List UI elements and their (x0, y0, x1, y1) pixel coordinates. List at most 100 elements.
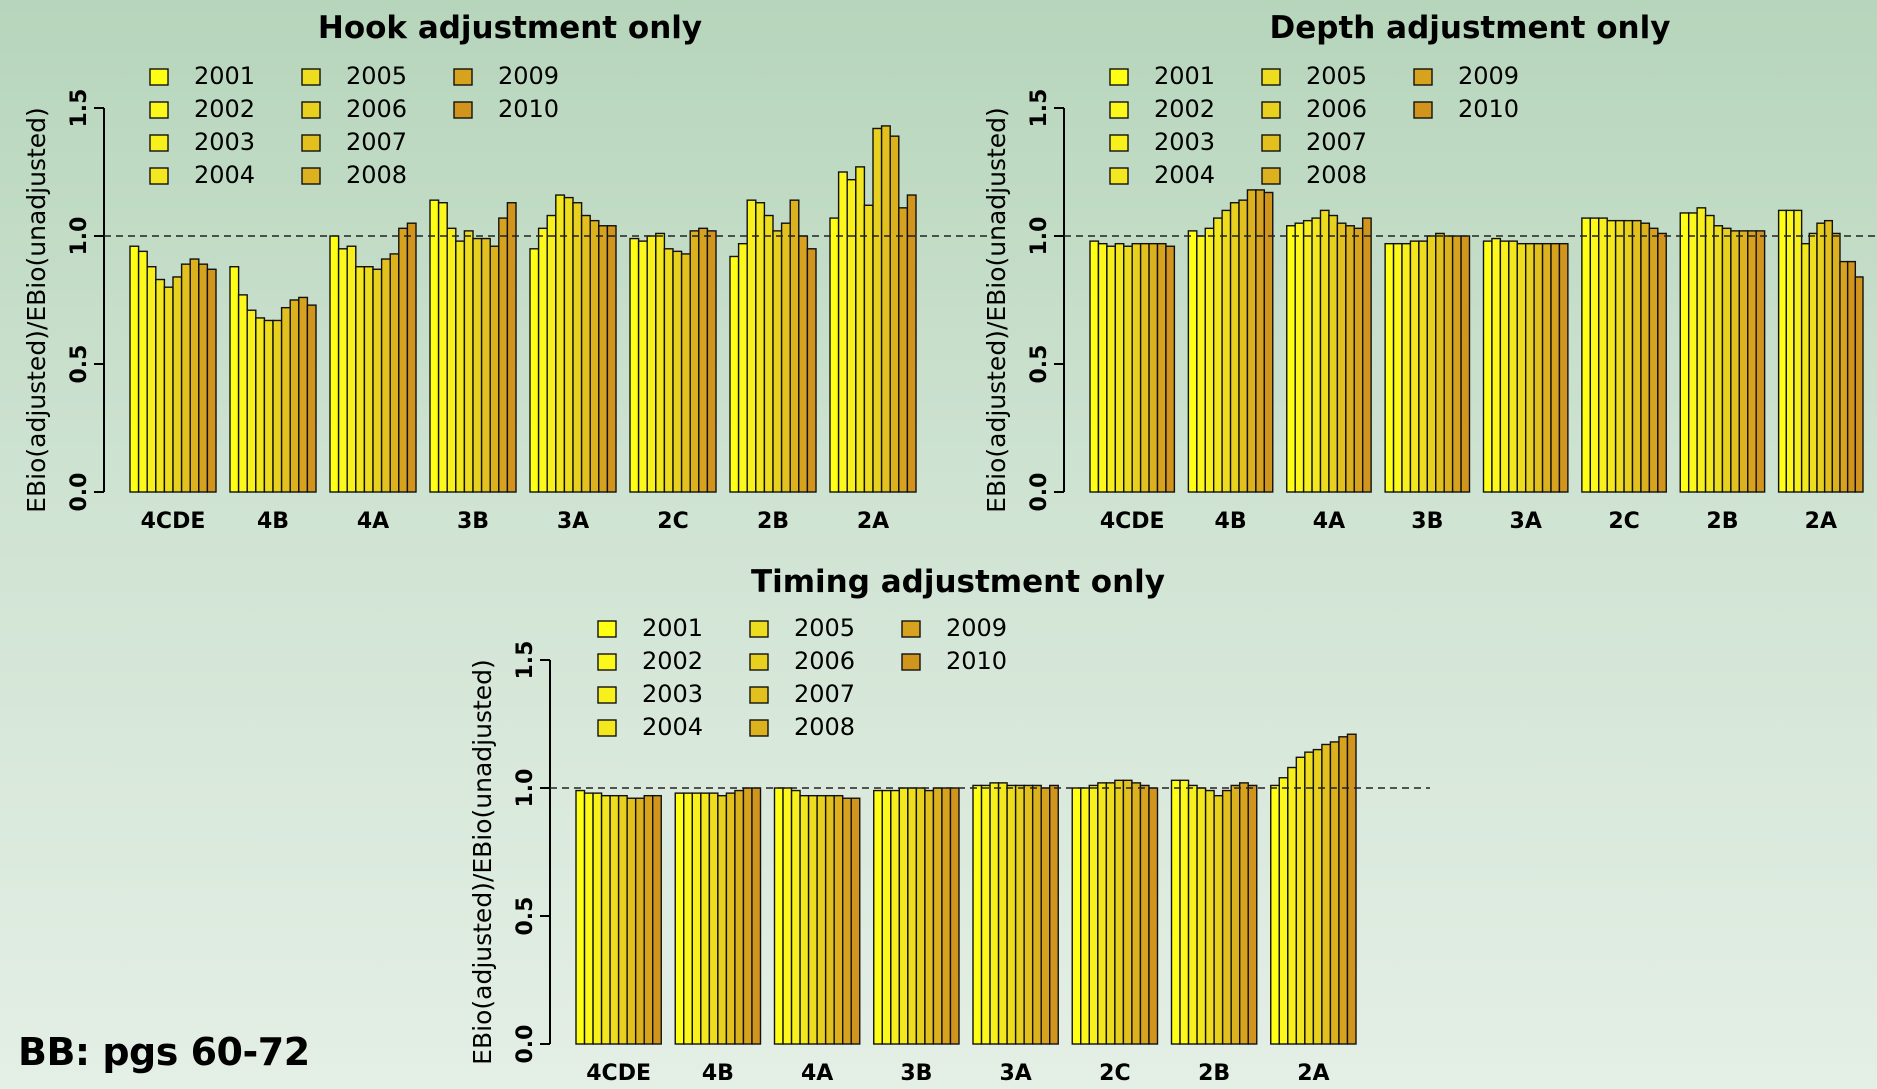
bar (1384, 242, 1395, 493)
bar (617, 794, 628, 1045)
legend-label: 2007 (1306, 128, 1367, 156)
bar (1713, 225, 1724, 493)
legend-swatch (597, 620, 617, 638)
bar (746, 199, 757, 493)
bar (1679, 212, 1690, 493)
x-category-label: 4CDE (1100, 509, 1165, 534)
bar (1345, 225, 1355, 493)
legend-label: 2007 (794, 680, 855, 708)
bar (355, 266, 366, 493)
bar (1148, 242, 1159, 493)
bar (915, 787, 926, 1045)
bar (1304, 751, 1315, 1045)
bar (498, 217, 509, 493)
legend-swatch (1413, 68, 1433, 86)
bar (941, 787, 952, 1045)
bar (437, 202, 448, 493)
bar (1023, 784, 1034, 1045)
bar (907, 787, 918, 1045)
legend-swatch (597, 719, 617, 737)
bar (1648, 227, 1659, 493)
bar (889, 135, 900, 493)
bar (337, 248, 348, 493)
legend-swatch (1261, 101, 1281, 119)
bar (807, 794, 818, 1045)
legend-swatch (901, 620, 921, 638)
bar (398, 227, 409, 493)
bar (572, 202, 583, 493)
x-category-label: 4A (801, 1061, 833, 1086)
bar (472, 237, 483, 493)
bar (689, 230, 700, 493)
bar (806, 248, 817, 493)
x-category-label: 4CDE (141, 509, 206, 534)
bar (1443, 235, 1454, 493)
x-category-label: 2A (1805, 509, 1837, 534)
bar (1278, 777, 1289, 1045)
legend-label: 2006 (1306, 95, 1367, 123)
legend-label: 2004 (194, 161, 255, 189)
bar (751, 787, 762, 1045)
bar (1581, 217, 1592, 493)
bar (1106, 245, 1117, 493)
bar (363, 266, 374, 493)
bar (389, 253, 400, 493)
bar (1854, 276, 1864, 493)
legend-swatch (149, 68, 169, 86)
bar (949, 787, 960, 1045)
bar (1221, 789, 1232, 1045)
bar (229, 266, 240, 493)
bar (782, 787, 793, 1045)
legend-label: 2002 (194, 95, 255, 123)
legend-label: 2001 (642, 614, 703, 642)
bar (1247, 784, 1258, 1045)
bar (1295, 756, 1306, 1045)
bar (1704, 214, 1715, 493)
x-category-label: 4A (357, 509, 389, 534)
bar (672, 250, 683, 493)
bar (683, 792, 694, 1045)
bar (1097, 782, 1108, 1045)
bar (972, 784, 983, 1045)
bar (172, 276, 183, 493)
legend-label: 2009 (1458, 62, 1519, 90)
bar (1516, 242, 1527, 493)
x-category-label: 4B (257, 509, 289, 534)
bar (1156, 242, 1167, 493)
bar (1179, 779, 1190, 1045)
bar (1777, 209, 1787, 493)
bar (629, 237, 640, 493)
bar (1089, 240, 1100, 493)
legend-label: 2010 (1458, 95, 1519, 123)
bar (1747, 230, 1757, 493)
bar (1302, 219, 1313, 493)
bar (1491, 237, 1502, 493)
legend-label: 2003 (194, 128, 255, 156)
bar (1823, 219, 1834, 493)
legend-label: 2005 (1306, 62, 1367, 90)
x-category-label: 2C (657, 509, 688, 534)
y-tick-label: 0.5 (513, 897, 538, 936)
x-category-label: 2C (1608, 509, 1639, 534)
bar (1006, 784, 1017, 1045)
page-reference: BB: pgs 60-72 (18, 1030, 310, 1074)
bar (1418, 240, 1429, 493)
legend-swatch (1413, 101, 1433, 119)
bar (329, 235, 340, 493)
legend-label: 2010 (946, 647, 1007, 675)
bar (1589, 217, 1600, 493)
bar (691, 792, 702, 1045)
bar (1800, 242, 1811, 493)
bar (346, 245, 357, 493)
y-tick-label: 1.0 (1027, 217, 1052, 256)
bar (652, 794, 662, 1045)
bar (837, 171, 848, 493)
bar (824, 794, 835, 1045)
bar (706, 230, 717, 493)
legend-swatch (749, 653, 769, 671)
legend-label: 2008 (346, 161, 407, 189)
y-axis-label: EBio(adjusted)/EBio(unadjusted) (22, 107, 51, 513)
bar (1558, 242, 1569, 493)
x-category-label: 2B (1706, 509, 1738, 534)
